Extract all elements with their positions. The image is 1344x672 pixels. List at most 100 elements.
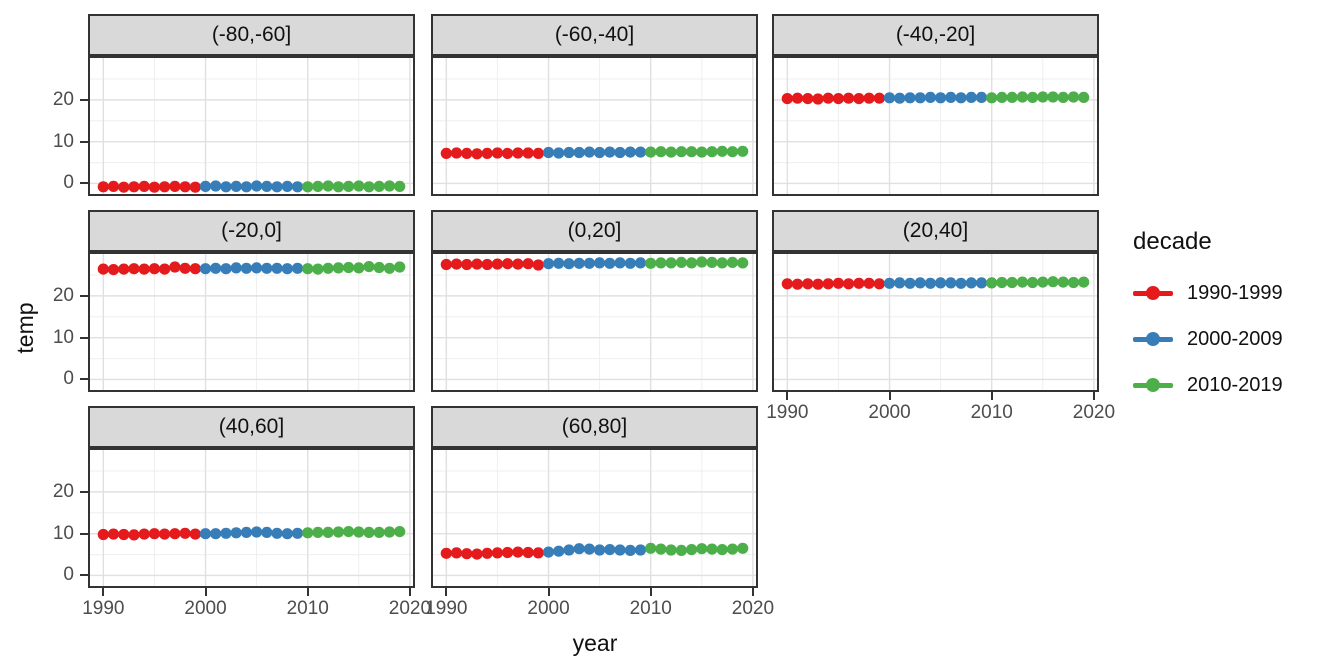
data-point <box>624 257 636 269</box>
facet-panel <box>88 448 415 588</box>
data-point <box>491 258 503 270</box>
facet-panel <box>88 56 415 196</box>
y-axis-tick-mark <box>80 378 88 381</box>
y-axis-tick-label: 0 <box>63 368 74 390</box>
data-points <box>440 542 749 560</box>
data-point <box>975 91 988 103</box>
data-point <box>138 528 150 540</box>
data-point <box>383 262 396 274</box>
data-point <box>624 146 636 158</box>
y-axis-tick-label: 20 <box>52 480 74 502</box>
gridlines <box>431 252 758 392</box>
x-axis-tick-mark <box>649 588 652 596</box>
data-point <box>945 277 957 289</box>
data-point <box>302 263 314 275</box>
x-axis-title: year <box>572 630 618 656</box>
data-points <box>440 256 749 271</box>
data-point <box>240 526 252 538</box>
panel-border <box>88 252 415 392</box>
data-point <box>553 147 565 159</box>
data-point <box>118 181 130 193</box>
data-point <box>583 257 595 269</box>
data-point <box>138 180 150 192</box>
gridlines <box>431 448 758 588</box>
data-point <box>924 277 936 289</box>
data-point <box>935 277 947 289</box>
data-point <box>322 180 334 192</box>
data-point <box>491 547 503 559</box>
data-point <box>614 544 626 556</box>
data-point <box>883 277 896 289</box>
data-point <box>542 258 555 270</box>
data-point <box>965 91 977 103</box>
x-axis-tick-label: 1990 <box>82 598 125 619</box>
data-point <box>812 93 824 105</box>
data-point <box>655 543 667 555</box>
facet-strip-label: (0,20] <box>431 210 758 252</box>
y-axis-tick-mark <box>80 532 88 535</box>
data-point <box>883 92 896 104</box>
data-point <box>1057 276 1069 288</box>
panel-border <box>431 252 758 392</box>
data-point <box>97 181 109 193</box>
data-point <box>904 92 916 104</box>
data-point <box>873 278 885 290</box>
data-point <box>1067 91 1080 103</box>
data-point <box>291 262 304 274</box>
data-point <box>1037 276 1049 288</box>
y-axis-tick-mark <box>80 294 88 297</box>
data-point <box>440 147 452 159</box>
data-point <box>128 181 140 193</box>
data-point <box>291 181 304 193</box>
data-point <box>812 278 824 290</box>
data-point <box>353 180 365 192</box>
data-point <box>383 180 396 192</box>
facet-panel <box>772 56 1099 196</box>
data-point <box>645 542 657 554</box>
data-point <box>312 180 324 192</box>
x-axis-tick-label: 2020 <box>388 598 432 619</box>
facet-strip-label: (-80,-60] <box>88 14 415 56</box>
data-point <box>573 146 585 159</box>
data-point <box>604 257 616 269</box>
data-point <box>148 528 160 540</box>
data-points <box>781 276 1090 290</box>
data-point <box>199 263 212 275</box>
data-point <box>573 257 585 269</box>
data-point <box>706 543 718 555</box>
data-points <box>97 180 406 193</box>
data-point <box>853 277 865 289</box>
data-point <box>322 526 334 538</box>
x-axis-tick-label: 1990 <box>425 598 468 619</box>
data-point <box>210 180 222 192</box>
data-point <box>716 544 728 556</box>
data-point <box>107 180 120 192</box>
data-point <box>481 147 493 159</box>
data-point <box>281 528 293 540</box>
data-point <box>159 528 171 540</box>
legend-key-dot <box>1146 378 1160 392</box>
data-point <box>522 147 534 159</box>
data-point <box>169 261 181 273</box>
data-point <box>189 263 201 275</box>
data-point <box>240 181 252 193</box>
data-point <box>261 262 273 274</box>
data-point <box>97 263 109 275</box>
gridlines <box>88 448 415 588</box>
data-point <box>210 528 222 540</box>
x-axis-tick-label: 2000 <box>527 598 570 619</box>
gridlines <box>772 252 1099 392</box>
data-point <box>832 277 844 289</box>
data-point <box>481 258 493 271</box>
panel-border <box>88 448 415 588</box>
x-axis-tick-label: 2020 <box>731 598 775 619</box>
y-axis-tick-label: 0 <box>63 564 74 586</box>
data-point <box>450 147 463 159</box>
x-axis-tick-mark <box>408 588 411 596</box>
data-point <box>634 544 647 556</box>
data-point <box>583 146 595 158</box>
facet-(20,40]: (20,40] <box>772 210 1099 392</box>
legend-item-1990-1999: 1990-1999 <box>1133 280 1343 306</box>
data-point <box>594 146 606 159</box>
